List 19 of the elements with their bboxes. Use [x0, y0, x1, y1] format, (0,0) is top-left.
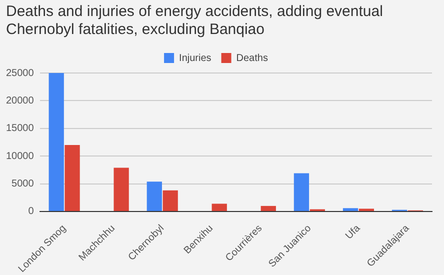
- x-tick-label: Ufa: [344, 222, 363, 242]
- y-tick-label: 5000: [12, 178, 34, 190]
- legend-label: Injuries: [179, 52, 212, 64]
- chart-title: Deaths and injuries of energy accidents, adding eventual Chernobyl fatalities, excluding Banqiao: [5, 2, 384, 40]
- bar: [342, 208, 358, 211]
- bar: [294, 173, 310, 211]
- y-tick-label: 10000: [6, 150, 34, 162]
- y-tick-label: 20000: [6, 95, 34, 106]
- bar: [64, 145, 80, 211]
- legend-label: Deaths: [236, 52, 268, 64]
- bar: [212, 204, 227, 211]
- bar: [48, 73, 64, 211]
- y-tick-label: 25000: [6, 68, 34, 79]
- bar: [260, 206, 276, 211]
- y-tick-label: 15000: [6, 123, 34, 134]
- bar: [114, 168, 129, 211]
- bar: [146, 182, 162, 211]
- bar: [162, 190, 178, 211]
- y-tick-label: 0: [28, 206, 34, 218]
